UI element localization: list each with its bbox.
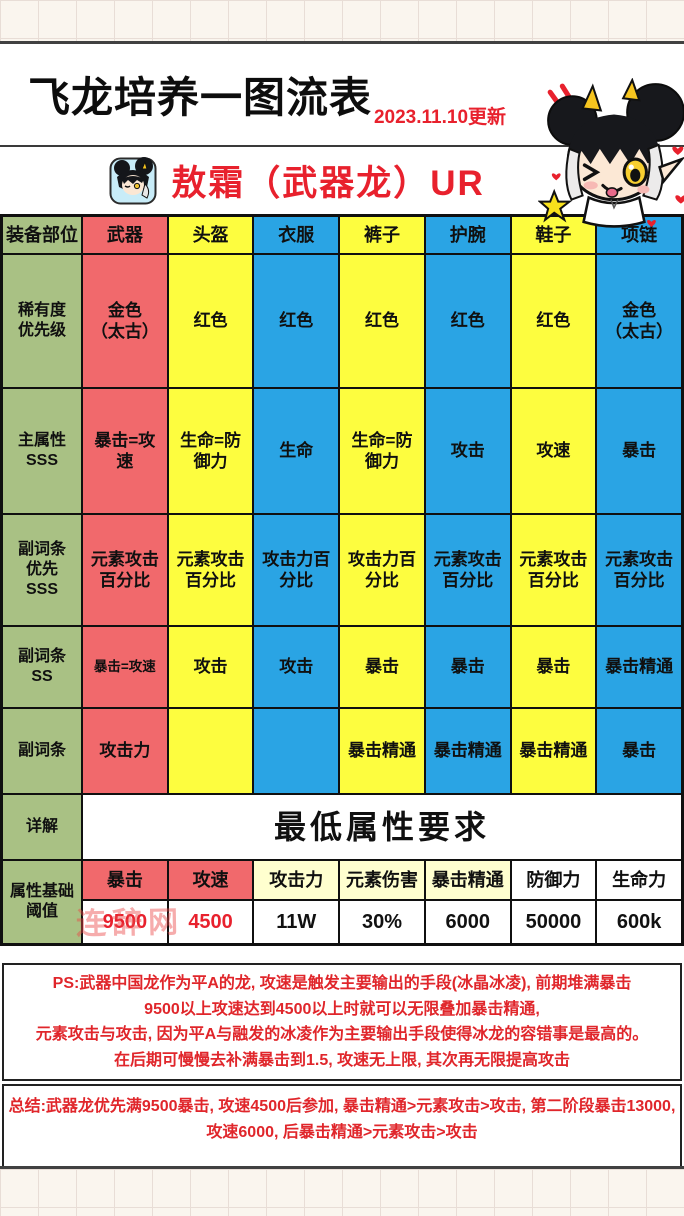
table-cell: 攻击 (425, 389, 510, 513)
table-cell: 暴击 (597, 709, 681, 793)
row-label: 主属性 SSS (3, 389, 81, 513)
table-cell (168, 709, 253, 793)
update-date: 2023.11.10更新 (373, 107, 507, 128)
table-cell (254, 709, 339, 793)
table-cell: 元素攻击 百分比 (511, 515, 596, 625)
threshold-value: 600k (597, 901, 681, 943)
dragon-name-title: 敖霜（武器龙）UR (171, 164, 485, 203)
dragon-avatar-icon (109, 156, 157, 204)
table-cell: 暴击精通 (340, 709, 424, 793)
threshold-header: 防御力 (511, 861, 596, 899)
table-cell: 红色 (425, 255, 510, 387)
threshold-header: 攻击力 (254, 861, 339, 899)
threshold-value: 11W (254, 901, 339, 943)
table-cell: 元素攻击 百分比 (83, 515, 167, 625)
column-header: 武器 (83, 217, 167, 253)
threshold-value: 6000 (425, 901, 510, 943)
column-header: 裤子 (340, 217, 424, 253)
table-cell: 攻击力百 分比 (340, 515, 424, 625)
table-cell: 金色 （太古） (597, 255, 681, 387)
threshold-value: 30% (340, 901, 424, 943)
equipment-table: 装备部位 武器 头盔 衣服 裤子 护腕 鞋子 项链 稀有度 优先级 金色 （太古） 红色 红色 红色 红色… (0, 214, 684, 946)
column-header: 头盔 (168, 217, 253, 253)
summary-note: 总结:武器龙优先满9500暴击, 攻速4500后参加, 暴击精通>元素攻击>攻击… (2, 1084, 682, 1178)
threshold-value: 50000 (511, 901, 596, 943)
table-cell: 暴击精通 (597, 627, 681, 707)
table-cell: 红色 (511, 255, 596, 387)
table-cell: 红色 (254, 255, 339, 387)
threshold-value: 4500 (168, 901, 253, 943)
table-cell: 攻击力 (83, 709, 167, 793)
table-cell: 暴击 (511, 627, 596, 707)
table-cell: 攻击 (168, 627, 253, 707)
table-cell: 暴击=攻速 (83, 627, 167, 707)
table-cell: 攻速 (511, 389, 596, 513)
min-requirement-title: 最低属性要求 (83, 795, 681, 859)
table-cell: 红色 (340, 255, 424, 387)
row-label: 详解 (3, 795, 81, 859)
threshold-header: 暴击精通 (425, 861, 510, 899)
table-cell: 红色 (168, 255, 253, 387)
ps-note: PS:武器中国龙作为平A的龙, 攻速是触发主要输出的手段(冰晶冰凌), 前期堆满… (2, 963, 682, 1082)
corner-header: 装备部位 (3, 217, 81, 253)
table-cell: 元素攻击 百分比 (168, 515, 253, 625)
table-cell: 攻击力百 分比 (254, 515, 339, 625)
table-cell: 生命=防 御力 (168, 389, 253, 513)
table-cell: 生命=防 御力 (340, 389, 424, 513)
table-cell: 暴击精通 (511, 709, 596, 793)
table-cell: 暴击精通 (425, 709, 510, 793)
threshold-header: 生命力 (597, 861, 681, 899)
row-label: 副词条 SS (3, 627, 81, 707)
table-cell: 生命 (254, 389, 339, 513)
table-cell: 暴击=攻 速 (83, 389, 167, 513)
row-label: 稀有度 优先级 (3, 255, 81, 387)
table-cell: 元素攻击 百分比 (597, 515, 681, 625)
table-cell: 元素攻击 百分比 (425, 515, 510, 625)
row-label: 副词条 (3, 709, 81, 793)
table-cell: 暴击 (425, 627, 510, 707)
table-cell: 金色 （太古） (83, 255, 167, 387)
threshold-header: 元素伤害 (340, 861, 424, 899)
chibi-character-illustration (538, 78, 684, 228)
table-cell: 暴击 (340, 627, 424, 707)
table-cell: 暴击 (597, 389, 681, 513)
threshold-header: 暴击 (83, 861, 167, 899)
grid-paper-bottom (0, 1166, 684, 1216)
row-label: 副词条 优先 SSS (3, 515, 81, 625)
column-header: 鞋子 (511, 217, 596, 253)
threshold-value: 9500 (83, 901, 167, 943)
column-header: 衣服 (254, 217, 339, 253)
page-title: 飞龙培养一图流表 (27, 74, 372, 121)
column-header: 护腕 (425, 217, 510, 253)
threshold-header: 攻速 (168, 861, 253, 899)
row-label: 属性基础阈值 (3, 861, 81, 943)
grid-paper-top (0, 0, 684, 44)
table-cell: 攻击 (254, 627, 339, 707)
